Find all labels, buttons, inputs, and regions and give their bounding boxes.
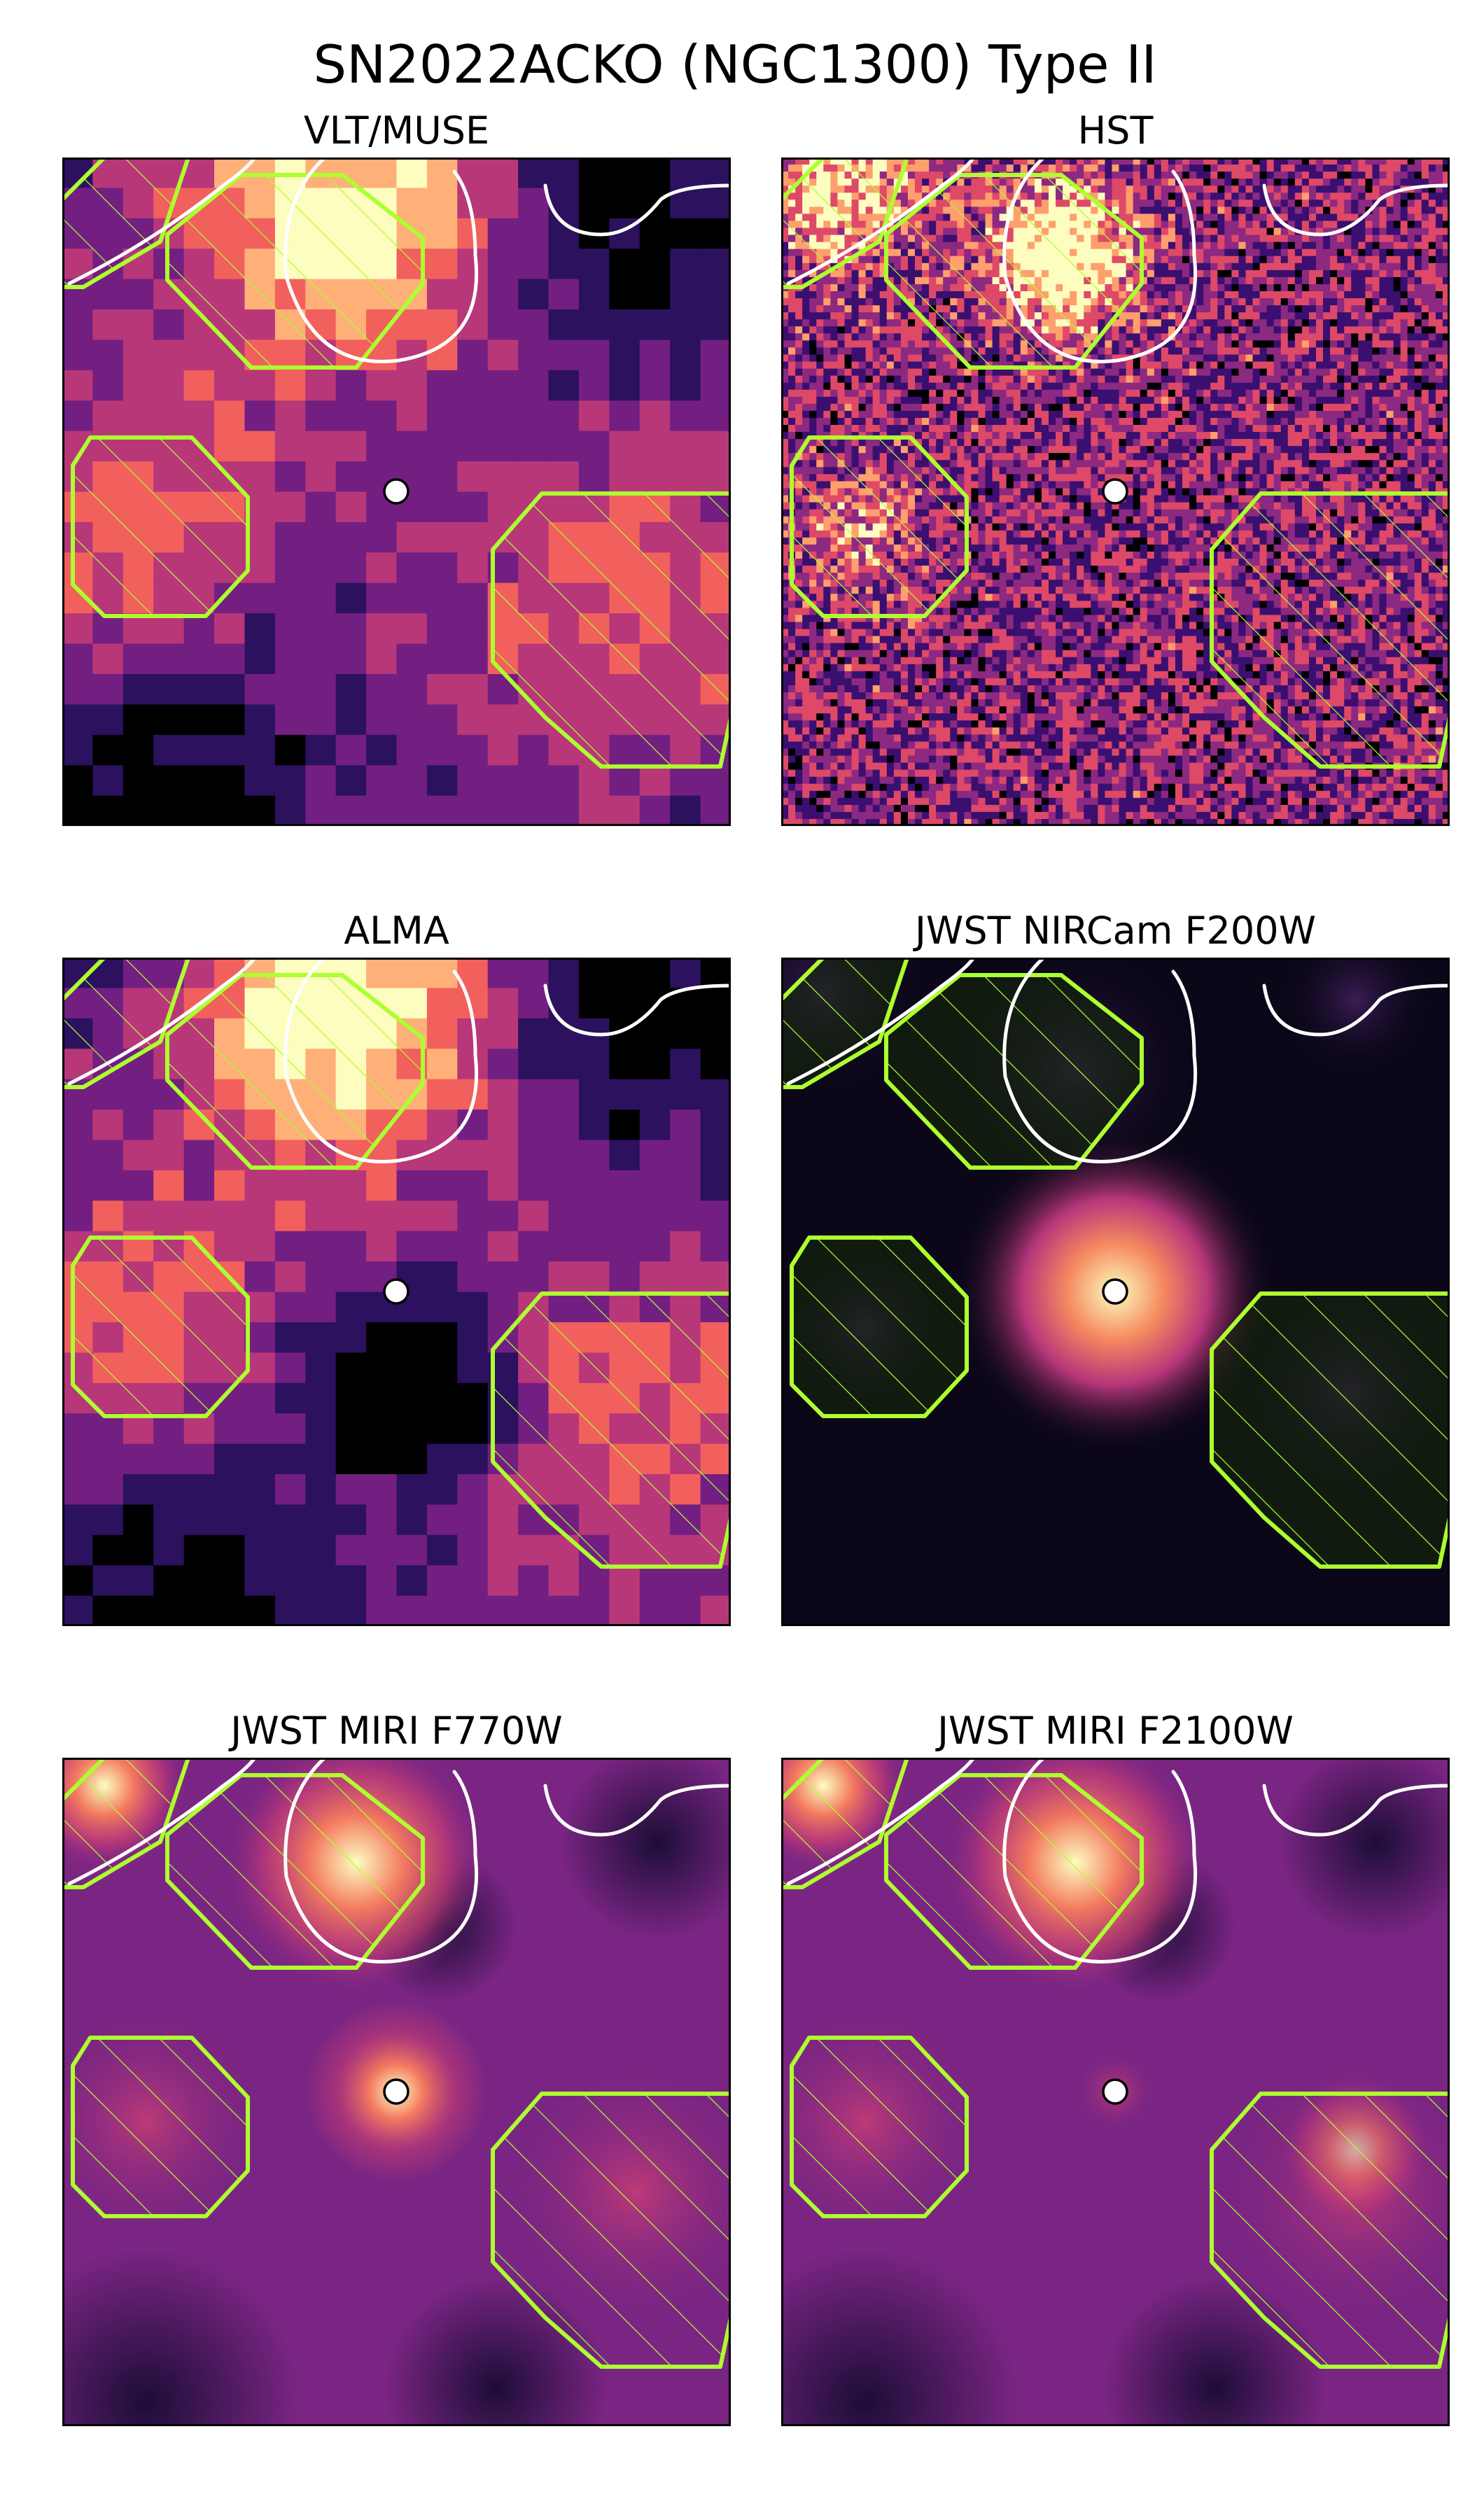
contour-top-right [543,983,731,1037]
panel-frame [62,958,731,1626]
region-left [71,435,250,618]
contour-top-right [1262,1784,1450,1837]
panel-image [62,158,731,826]
contour-top-left [786,958,976,1086]
region-top-center [165,173,425,370]
region-top-left [781,158,909,289]
supernova-position-marker [1102,2078,1128,2105]
panel-image [62,958,731,1626]
panel-title: VLT/MUSE [303,108,490,153]
region-top-center [884,173,1144,370]
region-top-left [62,958,190,1089]
contour-top-center [1002,1758,1198,1963]
contour-top-center [284,958,479,1163]
region-top-left [62,1758,190,1889]
panel-frame [62,158,731,826]
region-left [790,435,969,618]
region-right [491,1292,731,1569]
region-right [491,2092,731,2369]
region-top-center [884,1773,1144,1970]
contour-top-left [67,158,257,286]
panel-frame [62,1758,731,2426]
panel-image [781,958,1450,1626]
contour-top-left [786,158,976,286]
contour-top-center [284,158,479,363]
contour-top-left [67,958,257,1086]
figure-title: SN2022ACKO (NGC1300) Type II [313,34,1157,95]
contour-top-right [1262,183,1450,237]
contour-top-right [543,1784,731,1837]
region-top-left [62,158,190,289]
panel-frame [781,1758,1450,2426]
panel-frame [781,958,1450,1626]
region-right [1210,491,1450,769]
panel-image [781,1758,1450,2426]
panel-image [62,1758,731,2426]
contour-top-left [786,1758,976,1886]
supernova-position-marker [383,1278,410,1305]
supernova-position-marker [383,2078,410,2105]
panel-title: JWST MIRI F770W [230,1709,563,1753]
region-left [790,2036,969,2218]
region-top-left [781,1758,909,1889]
contour-top-left [67,1758,257,1886]
panel-title: JWST MIRI F2100W [937,1709,1294,1753]
supernova-position-marker [1102,1278,1128,1305]
region-left [71,2036,250,2218]
contour-top-center [1002,958,1198,1163]
contour-top-center [1002,158,1198,363]
contour-top-right [1262,983,1450,1037]
supernova-position-marker [1102,478,1128,505]
panel-title: HST [1077,108,1154,153]
supernova-position-marker [383,478,410,505]
contour-top-center [284,1758,479,1963]
region-top-center [165,1773,425,1970]
panel-image [781,158,1450,826]
panel-title: JWST NIRCam F200W [915,909,1316,953]
region-left [71,1236,250,1418]
contour-top-right [543,183,731,237]
region-top-center [165,973,425,1170]
panel-title: ALMA [344,909,449,953]
region-right [491,491,731,769]
panel-frame [781,158,1450,826]
region-right [1210,2092,1450,2369]
